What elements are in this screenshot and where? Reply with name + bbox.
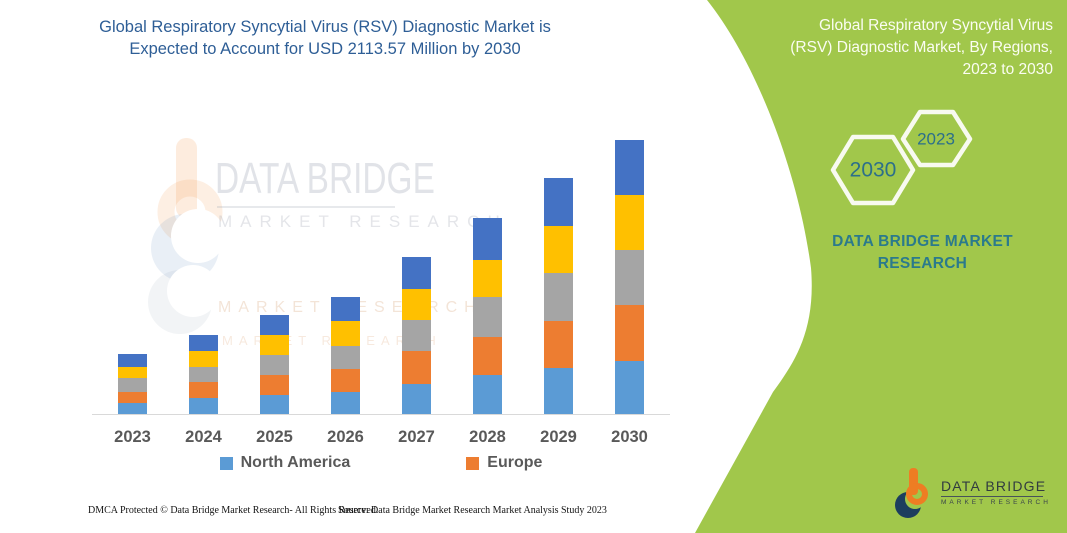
chart-title-line1: Global Respiratory Syncytial Virus (RSV)…	[99, 18, 551, 36]
hexagon-2023-label: 2023	[917, 130, 955, 149]
bar-segment	[615, 195, 644, 250]
bar-segment	[615, 250, 644, 305]
bar-segment	[331, 346, 360, 369]
bar-segment	[402, 257, 431, 289]
legend-item: North America	[219, 454, 351, 472]
bar-segment	[473, 375, 502, 415]
bar-segment	[189, 367, 218, 382]
bar-segment	[402, 351, 431, 384]
legend: North America Europe	[97, 454, 665, 472]
bar-2030	[594, 123, 665, 415]
bar-segment	[615, 305, 644, 361]
bar-segment	[189, 335, 218, 351]
footer-source: Source: Data Bridge Market Research Mark…	[338, 505, 607, 516]
company-logo-name: DATA BRIDGE	[941, 478, 1047, 494]
bar-segment	[118, 403, 147, 415]
bar-segment	[189, 382, 218, 398]
x-axis-label: 2027	[398, 428, 435, 446]
hexagon-2030	[830, 134, 916, 206]
company-logo-sub: MARKET RESEARCH	[941, 499, 1051, 506]
year-hexagons: 2030 2023	[830, 109, 973, 206]
bar-segment	[402, 384, 431, 415]
company-logo: DATA BRIDGE MARKET RESEARCH	[894, 464, 1051, 522]
panel-heading-line3: 2023 to 2030	[962, 61, 1053, 78]
bar-segment	[189, 398, 218, 415]
bar-segment	[260, 335, 289, 355]
x-axis-label: 2025	[256, 428, 293, 446]
legend-item: Europe	[466, 454, 542, 472]
bar-segment	[260, 375, 289, 395]
footer-copyright: DMCA Protected © Data Bridge Market Rese…	[88, 505, 379, 516]
legend-swatch	[219, 456, 233, 470]
hexagon-2023	[900, 109, 973, 168]
bar-segment	[260, 315, 289, 335]
bar-segment	[544, 226, 573, 273]
bar-segment	[544, 321, 573, 368]
panel-heading-line1: Global Respiratory Syncytial Virus	[818, 17, 1053, 34]
panel-brand-text: DATA BRIDGE MARKET RESEARCH	[795, 231, 1050, 275]
bar-segment	[118, 367, 147, 378]
bar-segment	[118, 378, 147, 392]
bar-segment	[331, 297, 360, 321]
bar-segment	[402, 289, 431, 320]
bar-2025	[239, 123, 310, 415]
x-axis-label: 2030	[611, 428, 648, 446]
bar-segment	[260, 355, 289, 375]
company-logo-icon	[895, 468, 928, 518]
bar-2024	[168, 123, 239, 415]
bar-segment	[189, 351, 218, 367]
panel-brand-line1: DATA BRIDGE MARKET	[832, 233, 1013, 250]
bar-segment	[331, 369, 360, 392]
bar-segment	[473, 337, 502, 375]
bar-2023	[97, 123, 168, 415]
plot-area	[97, 123, 665, 415]
bar-segment	[260, 395, 289, 415]
bar-segment	[331, 321, 360, 346]
bar-segment	[118, 354, 147, 367]
bar-segment	[615, 361, 644, 415]
bar-2028	[452, 123, 523, 415]
panel-heading-line2: (RSV) Diagnostic Market, By Regions,	[790, 39, 1053, 56]
legend-label: Europe	[487, 454, 543, 471]
hexagon-2030-label: 2030	[850, 159, 897, 182]
bar-segment	[402, 320, 431, 351]
bar-segment	[544, 273, 573, 321]
legend-swatch	[466, 456, 480, 470]
x-axis-label: 2029	[540, 428, 577, 446]
panel-heading: Global Respiratory Syncytial Virus (RSV)…	[723, 15, 1053, 81]
bar-segment	[544, 368, 573, 415]
bar-segment	[544, 178, 573, 226]
company-logo-rule	[941, 496, 1043, 497]
bar-2026	[310, 123, 381, 415]
x-axis-label: 2028	[469, 428, 506, 446]
bar-segment	[473, 260, 502, 297]
x-axis-label: 2026	[327, 428, 364, 446]
x-axis-label: 2024	[185, 428, 222, 446]
chart-title: Global Respiratory Syncytial Virus (RSV)…	[30, 16, 620, 60]
bar-segment	[473, 297, 502, 337]
bar-segment	[615, 140, 644, 195]
bar-segment	[331, 392, 360, 415]
bar-2027	[381, 123, 452, 415]
chart-title-line2: Expected to Account for USD 2113.57 Mill…	[129, 40, 521, 58]
panel-brand-line2: RESEARCH	[877, 255, 968, 272]
bar-segment	[118, 392, 147, 403]
x-axis-label: 2023	[114, 428, 151, 446]
x-axis-labels: 2023 2024 2025 2026 2027 2028 2029 2030	[97, 428, 665, 448]
bar-segment	[473, 218, 502, 260]
company-logo-text: DATA BRIDGE MARKET RESEARCH	[941, 478, 1051, 506]
bar-2029	[523, 123, 594, 415]
legend-label: North America	[240, 454, 351, 471]
x-axis-line	[92, 414, 670, 415]
